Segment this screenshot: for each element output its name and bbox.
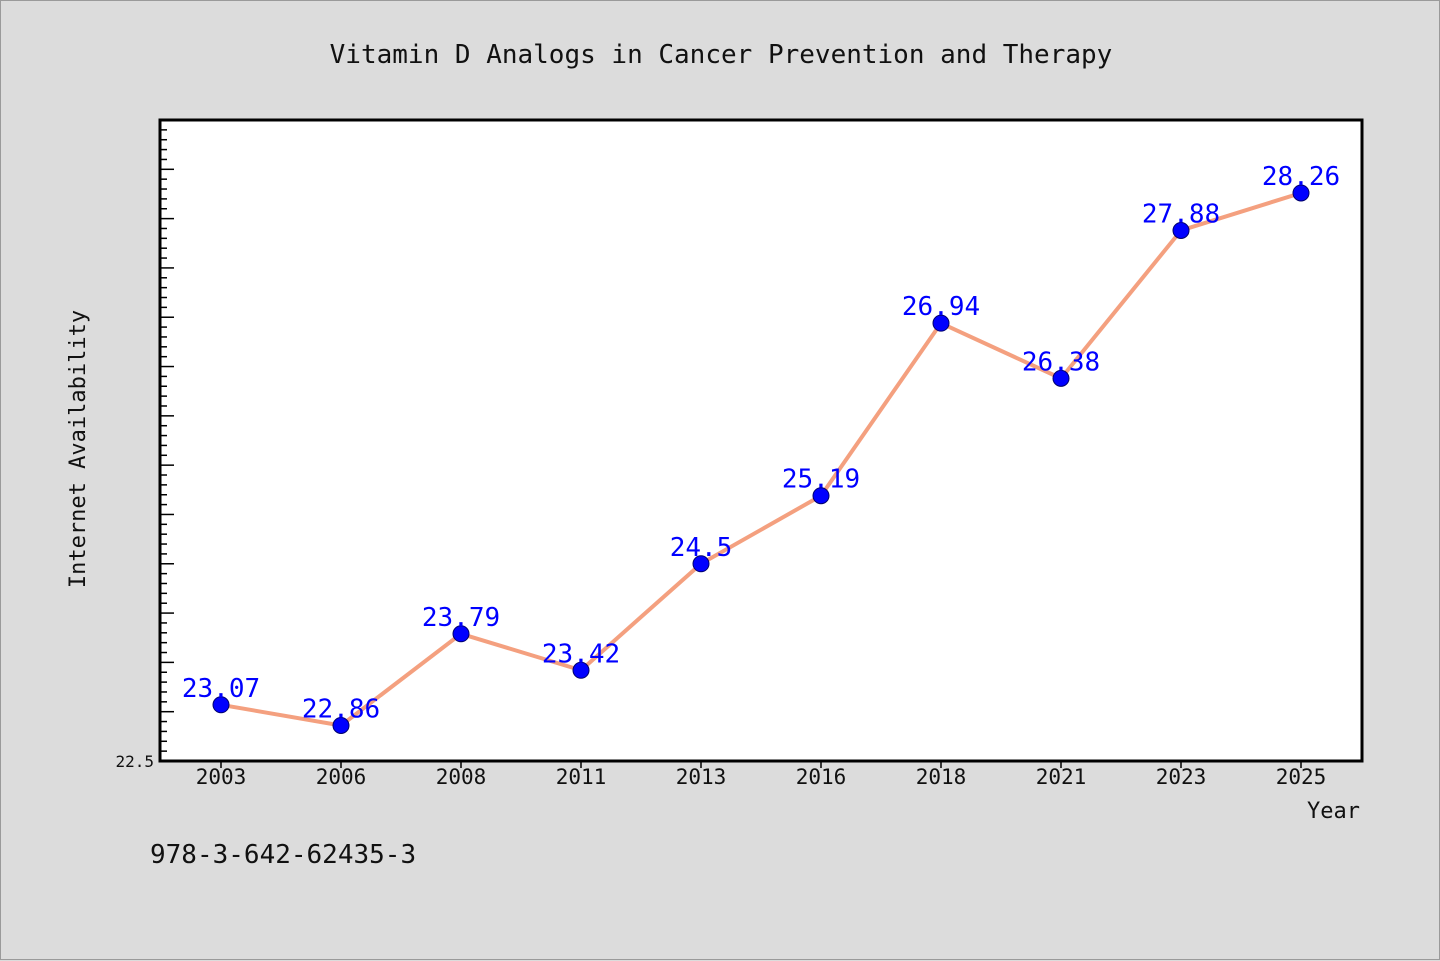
x-tick-label: 2006	[316, 765, 367, 789]
x-tick-label: 2011	[556, 765, 607, 789]
data-label: 26.38	[1022, 347, 1100, 377]
x-tick-label: 2016	[796, 765, 847, 789]
data-label: 28.26	[1262, 162, 1340, 192]
data-point	[812, 487, 830, 505]
data-point	[932, 314, 950, 332]
x-axis-label: Year	[1307, 799, 1360, 824]
x-tick-label: 2008	[436, 765, 487, 789]
data-label: 25.19	[782, 465, 860, 495]
y-axis-ticks	[160, 119, 174, 762]
data-point	[1052, 369, 1070, 387]
isbn-text: 978-3-642-62435-3	[150, 840, 416, 870]
x-tick-label: 2013	[676, 765, 727, 789]
data-label: 23.07	[182, 674, 260, 704]
data-point	[572, 661, 590, 679]
x-tick-label: 2018	[916, 765, 967, 789]
plot-area	[158, 118, 1364, 763]
y-axis-min-label: 22.5	[115, 752, 154, 771]
series-line	[219, 190, 1303, 728]
x-axis-ticks: 2003 2006 2008 2011 2013 2016 2018 2021 2023 2025	[196, 761, 1327, 789]
data-label: 23.79	[422, 603, 500, 633]
data-point	[1172, 221, 1190, 239]
chart-title: Vitamin D Analogs in Cancer Prevention a…	[330, 40, 1113, 70]
x-tick-label: 2021	[1036, 765, 1087, 789]
x-tick-label: 2023	[1156, 765, 1207, 789]
x-tick-label: 2003	[196, 765, 247, 789]
data-point	[692, 555, 710, 573]
x-tick-label: 2025	[1276, 765, 1327, 789]
data-point	[212, 696, 230, 714]
data-point	[452, 625, 470, 643]
y-axis-label: Internet Availability	[66, 310, 91, 588]
data-point	[1292, 184, 1310, 202]
data-label: 23.42	[542, 639, 620, 669]
series-layer: 23.07 22.86 23.79 23.42 24.5 25.19 26.94 26.38 2…	[182, 162, 1340, 734]
data-point	[332, 716, 350, 734]
data-label: 27.88	[1142, 199, 1220, 229]
data-label: 24.5	[670, 533, 733, 563]
data-label: 26.94	[902, 292, 980, 322]
data-label: 22.86	[302, 694, 380, 724]
